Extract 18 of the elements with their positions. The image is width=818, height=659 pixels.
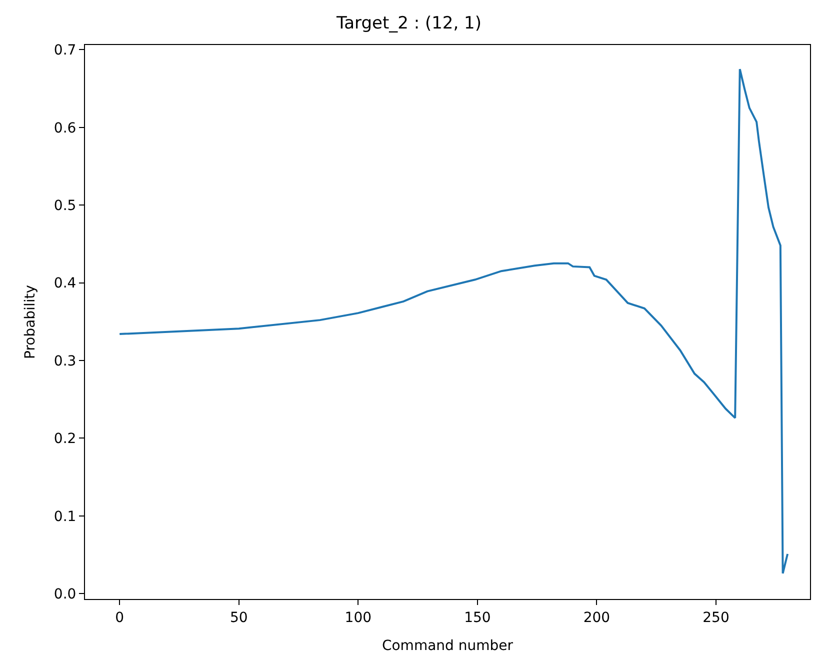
y-tick-label: 0.4 — [54, 276, 76, 292]
y-tick-label: 0.0 — [54, 586, 76, 602]
x-tick-label: 0 — [115, 610, 124, 626]
y-tick-label: 0.6 — [54, 120, 76, 136]
x-tick-label: 100 — [344, 610, 372, 626]
y-tick-label: 0.7 — [54, 42, 76, 59]
x-tick-label: 250 — [702, 610, 730, 626]
x-tick-label: 50 — [230, 610, 248, 626]
y-axis-title: Probability — [22, 284, 39, 360]
y-tick-label: 0.5 — [54, 198, 76, 214]
x-tick-label: 150 — [464, 610, 491, 626]
chart-title: Target_2 : (12, 1) — [336, 13, 482, 34]
x-tick-label: 200 — [583, 610, 610, 626]
y-tick-label: 0.1 — [54, 508, 76, 525]
x-axis-title: Command number — [382, 638, 514, 654]
line-series — [118, 68, 789, 574]
y-tick-label: 0.2 — [54, 431, 76, 448]
y-tick-label: 0.3 — [54, 353, 76, 370]
